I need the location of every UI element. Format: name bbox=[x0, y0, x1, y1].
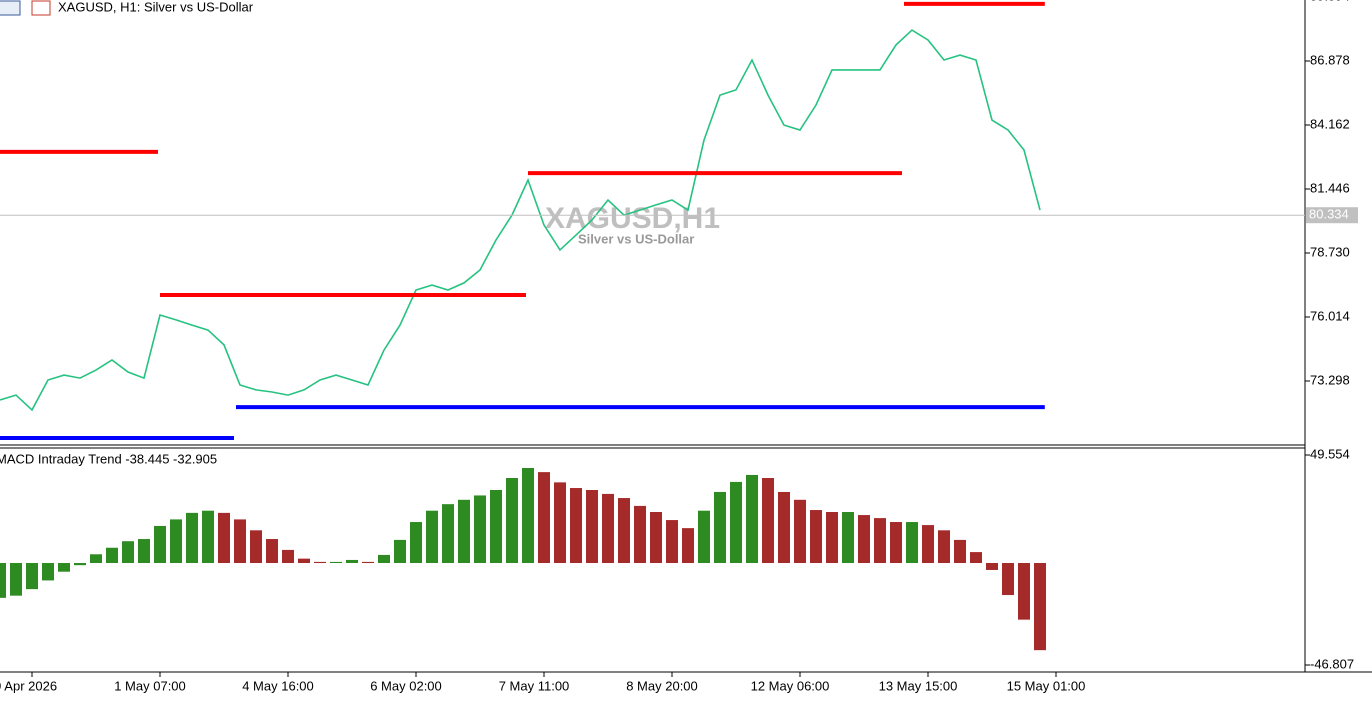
watermark: XAGUSD,H1 bbox=[545, 202, 720, 235]
macd-bar bbox=[682, 528, 694, 563]
macd-bar bbox=[666, 520, 678, 563]
x-tick-label: 6 May 02:00 bbox=[370, 678, 442, 693]
macd-bar bbox=[378, 554, 390, 563]
macd-bar bbox=[906, 522, 918, 563]
macd-bar bbox=[714, 491, 726, 563]
macd-bar bbox=[522, 467, 534, 563]
macd-bar bbox=[410, 522, 422, 563]
macd-bar bbox=[922, 525, 934, 563]
macd-bar bbox=[970, 552, 982, 563]
icon bbox=[31, 0, 51, 16]
y-tick-label: 76.014 bbox=[1310, 308, 1350, 323]
macd-bar bbox=[442, 504, 454, 563]
macd-bar bbox=[1018, 562, 1030, 620]
x-tick-label: 1 May 07:00 bbox=[114, 678, 186, 693]
macd-bar bbox=[554, 482, 566, 563]
y-tick-label: -46.807 bbox=[1310, 656, 1354, 671]
x-tick-label: 15 May 01:00 bbox=[1007, 678, 1086, 693]
macd-bar bbox=[330, 561, 342, 563]
macd-bar bbox=[650, 512, 662, 563]
macd-bar bbox=[586, 489, 598, 563]
y-tick-label: 81.446 bbox=[1310, 180, 1350, 195]
macd-bar bbox=[474, 495, 486, 563]
macd-bar bbox=[618, 498, 630, 563]
macd-bar bbox=[58, 562, 70, 572]
icon bbox=[0, 0, 21, 16]
macd-bar bbox=[778, 491, 790, 563]
macd-bar bbox=[634, 505, 646, 563]
macd-bar bbox=[202, 510, 214, 563]
y-tick-label: 49.554 bbox=[1310, 446, 1350, 461]
macd-bar bbox=[570, 488, 582, 563]
macd-bar bbox=[1034, 562, 1046, 651]
chart-title: XAGUSD, H1: Silver vs US-Dollar bbox=[58, 0, 254, 14]
macd-bar bbox=[346, 559, 358, 563]
macd-bar bbox=[186, 512, 198, 563]
macd-bar bbox=[234, 519, 246, 563]
macd-bar bbox=[90, 554, 102, 563]
y-tick-label: 78.730 bbox=[1310, 244, 1350, 259]
x-tick-label: 4 May 16:00 bbox=[242, 678, 314, 693]
macd-bar bbox=[986, 562, 998, 570]
macd-bar bbox=[826, 512, 838, 563]
macd-bar bbox=[698, 510, 710, 563]
macd-bar bbox=[858, 515, 870, 563]
macd-bar bbox=[794, 499, 806, 563]
macd-bar bbox=[890, 522, 902, 563]
macd-bar bbox=[730, 481, 742, 563]
x-tick-label: 29 Apr 2026 bbox=[0, 678, 57, 693]
x-tick-label: 13 May 15:00 bbox=[879, 678, 958, 693]
macd-bar bbox=[1002, 562, 1014, 596]
macd-bar bbox=[250, 530, 262, 563]
macd-bar bbox=[506, 478, 518, 563]
y-tick-label: 86.878 bbox=[1310, 52, 1350, 67]
x-tick-label: 12 May 06:00 bbox=[751, 678, 830, 693]
macd-bar bbox=[138, 539, 150, 563]
macd-bar bbox=[938, 530, 950, 563]
macd-bar bbox=[954, 539, 966, 563]
macd-bar bbox=[26, 562, 38, 590]
macd-bar bbox=[170, 519, 182, 563]
indicator-title: MACD Intraday Trend -38.445 -32.905 bbox=[0, 451, 217, 466]
macd-bar bbox=[106, 547, 118, 563]
macd-bar bbox=[0, 562, 6, 598]
macd-bar bbox=[538, 472, 550, 563]
macd-bar bbox=[122, 541, 134, 563]
macd-bar bbox=[874, 518, 886, 563]
macd-bar bbox=[458, 499, 470, 563]
macd-bar bbox=[314, 561, 326, 563]
macd-bar bbox=[266, 539, 278, 563]
macd-bar bbox=[362, 561, 374, 563]
macd-bar bbox=[10, 562, 22, 596]
macd-bar bbox=[394, 539, 406, 563]
macd-bar bbox=[218, 512, 230, 563]
macd-bar bbox=[762, 478, 774, 563]
macd-bar bbox=[74, 562, 86, 566]
macd-bar bbox=[154, 525, 166, 563]
macd-bar bbox=[810, 510, 822, 563]
macd-bar bbox=[746, 474, 758, 563]
macd-bar bbox=[490, 489, 502, 563]
y-tick-label: 84.162 bbox=[1310, 116, 1350, 131]
x-tick-label: 8 May 20:00 bbox=[626, 678, 698, 693]
current-price-label: 80.334 bbox=[1309, 207, 1349, 222]
header-icons bbox=[0, 0, 51, 16]
macd-bar bbox=[842, 512, 854, 563]
macd-bar bbox=[426, 510, 438, 563]
y-tick-label: 89.594 bbox=[1310, 0, 1350, 3]
macd-bar bbox=[282, 549, 294, 563]
macd-bar bbox=[42, 562, 54, 581]
price-line bbox=[0, 29, 1041, 412]
watermark-subtitle: Silver vs US-Dollar bbox=[578, 231, 694, 246]
macd-bar bbox=[602, 493, 614, 563]
macd-bar bbox=[298, 558, 310, 563]
current-price-box bbox=[1306, 207, 1358, 224]
x-tick-label: 7 May 11:00 bbox=[499, 678, 570, 693]
y-tick-label: 73.298 bbox=[1310, 372, 1350, 387]
